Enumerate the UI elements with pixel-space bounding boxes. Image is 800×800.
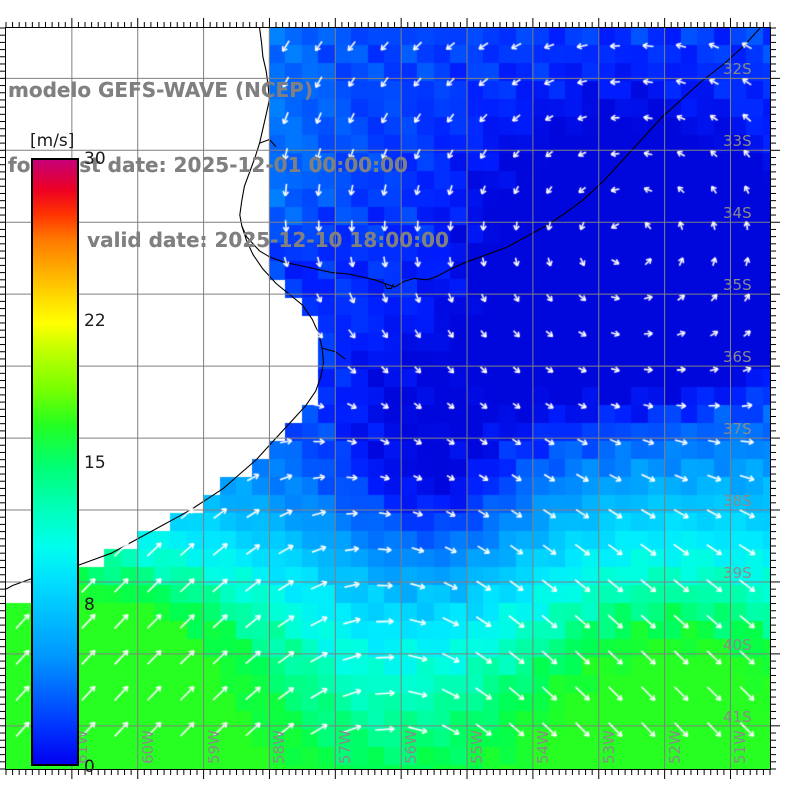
lat-label-33s: 33S	[723, 132, 752, 151]
lon-label-60w: 60W	[138, 730, 157, 764]
map-plot-area[interactable]	[5, 27, 771, 770]
left-axis-ruler	[0, 27, 5, 770]
colorbar-tick-0: 0	[84, 757, 95, 777]
colorbar-unit-label: [m/s]	[30, 131, 75, 151]
colorbar-tick-22: 22	[84, 311, 106, 332]
bottom-axis-ruler	[5, 770, 771, 780]
lat-label-41s: 41S	[723, 707, 752, 726]
colorbar-tick-8: 8	[84, 594, 95, 615]
lon-label-55w: 55W	[468, 730, 487, 764]
colorbar-tick-15: 15	[84, 453, 106, 473]
top-axis-ruler	[5, 17, 771, 27]
lon-label-53w: 53W	[599, 730, 618, 764]
lat-label-38s: 38S	[723, 492, 752, 510]
colorbar-tick-30: 30	[84, 149, 106, 169]
lat-label-34s: 34S	[723, 204, 752, 223]
lon-label-56w: 56W	[402, 730, 421, 764]
lon-label-59w: 59W	[204, 730, 223, 764]
lon-label-51w: 51W	[731, 730, 750, 764]
lon-label-52w: 52W	[665, 730, 684, 764]
lat-label-37s: 37S	[723, 420, 752, 439]
lon-label-58w: 58W	[270, 730, 289, 764]
colorbar-gradient	[31, 158, 79, 766]
lat-label-40s: 40S	[723, 635, 752, 654]
lon-label-54w: 54W	[533, 730, 552, 764]
colorbar[interactable]	[31, 158, 79, 766]
wind-direction-arrows	[6, 28, 770, 769]
lat-label-39s: 39S	[723, 563, 752, 582]
right-axis-ruler	[771, 27, 781, 770]
lat-label-35s: 35S	[723, 276, 752, 295]
lat-label-36s: 36S	[723, 348, 752, 367]
lon-label-57w: 57W	[336, 730, 355, 764]
lat-label-32s: 32S	[723, 60, 752, 79]
